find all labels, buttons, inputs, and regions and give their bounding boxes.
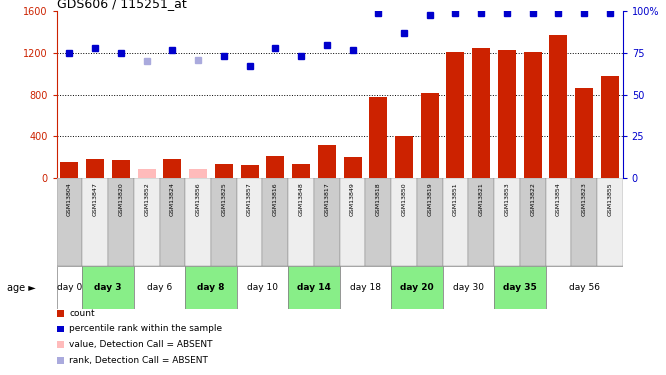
Bar [83,266,134,309]
Text: GDS606 / 115251_at: GDS606 / 115251_at [57,0,186,10]
Bar [57,266,83,309]
Text: GSM13817: GSM13817 [324,183,329,216]
Bar [446,52,464,178]
Bar [189,169,207,178]
Text: GSM13804: GSM13804 [67,183,72,216]
Bar [494,266,545,309]
Bar [57,178,83,266]
Text: day 56: day 56 [569,284,599,292]
Bar [163,159,181,178]
Text: GSM13820: GSM13820 [119,183,123,216]
Text: age ►: age ► [7,283,35,293]
Text: GSM13852: GSM13852 [144,183,149,216]
Text: GSM13825: GSM13825 [221,183,226,216]
Text: day 3: day 3 [95,284,122,292]
Bar [417,178,443,266]
Bar [545,266,623,309]
Text: GSM13819: GSM13819 [427,183,432,216]
Text: day 14: day 14 [297,284,331,292]
Bar [83,178,108,266]
Bar [519,178,545,266]
Bar [472,48,490,178]
Text: GSM13824: GSM13824 [170,183,175,216]
Bar [369,97,387,178]
Text: day 6: day 6 [147,284,172,292]
Bar [262,178,288,266]
Bar [288,266,340,309]
Text: GSM13849: GSM13849 [350,183,355,216]
Text: day 8: day 8 [197,284,224,292]
Bar [391,178,417,266]
Text: GSM13850: GSM13850 [402,183,406,216]
Bar [443,266,494,309]
Text: day 30: day 30 [453,284,484,292]
Bar [266,156,284,178]
Bar [391,266,443,309]
Bar [185,178,211,266]
Bar [215,164,233,178]
Bar [138,169,156,178]
Bar [108,178,134,266]
Bar [86,159,104,178]
Text: GSM13853: GSM13853 [504,183,509,216]
Bar [236,266,288,309]
Bar [236,178,262,266]
Text: GSM13821: GSM13821 [479,183,484,216]
Text: day 20: day 20 [400,284,434,292]
Bar [288,178,314,266]
Bar [498,50,516,178]
Text: day 35: day 35 [503,284,537,292]
Bar [292,164,310,178]
Text: percentile rank within the sample: percentile rank within the sample [69,324,222,333]
Bar [185,266,236,309]
Bar [395,136,413,178]
Bar [61,162,79,178]
Bar [160,178,185,266]
Text: GSM13847: GSM13847 [93,183,98,216]
Bar [340,178,366,266]
Bar [134,266,185,309]
Bar [601,76,619,178]
Bar [545,178,571,266]
Bar [344,157,362,178]
Text: GSM13822: GSM13822 [530,183,535,216]
Bar [468,178,494,266]
Text: GSM13856: GSM13856 [196,183,200,216]
Text: GSM13855: GSM13855 [607,183,612,216]
Text: day 0: day 0 [57,284,82,292]
Text: GSM13823: GSM13823 [581,183,587,216]
Bar [575,88,593,178]
Bar [571,178,597,266]
Bar [421,93,439,178]
Bar [211,178,236,266]
Bar [549,35,567,178]
Text: GSM13848: GSM13848 [298,183,304,216]
Text: rank, Detection Call = ABSENT: rank, Detection Call = ABSENT [69,356,208,365]
Text: GSM13851: GSM13851 [453,183,458,216]
Text: GSM13818: GSM13818 [376,183,381,216]
Bar [494,178,519,266]
Bar [314,178,340,266]
Bar [134,178,160,266]
Bar [523,52,541,178]
Text: GSM13854: GSM13854 [556,183,561,216]
Text: GSM13816: GSM13816 [273,183,278,216]
Bar [112,160,130,178]
Text: count: count [69,309,95,318]
Bar [240,165,258,178]
Text: day 18: day 18 [350,284,381,292]
Text: day 10: day 10 [247,284,278,292]
Text: value, Detection Call = ABSENT: value, Detection Call = ABSENT [69,340,212,349]
Bar [318,145,336,178]
Bar [597,178,623,266]
Bar [340,266,391,309]
Bar [443,178,468,266]
Text: GSM13857: GSM13857 [247,183,252,216]
Bar [366,178,391,266]
